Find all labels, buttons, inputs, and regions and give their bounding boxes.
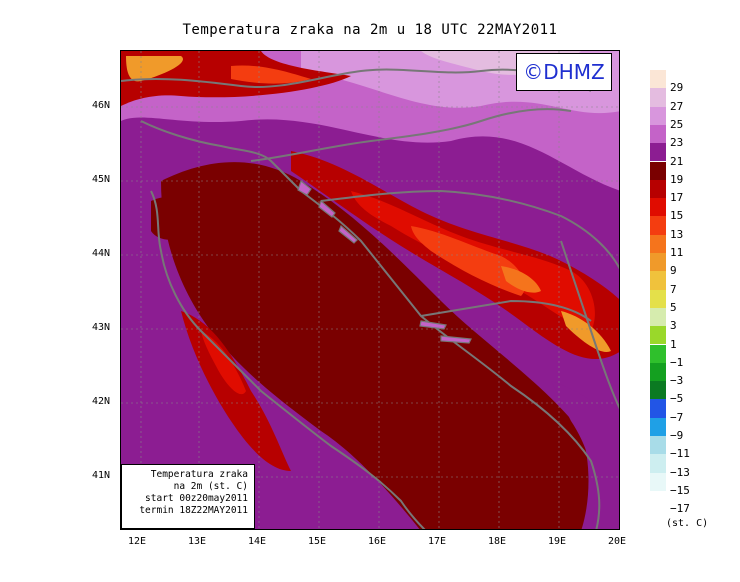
info-line-2: na 2m (st. C) xyxy=(173,481,248,492)
legend-swatch xyxy=(650,161,666,180)
legend-label: 25 xyxy=(670,117,684,131)
legend-label: 5 xyxy=(670,300,677,314)
legend-swatch xyxy=(650,88,666,107)
legend-swatch xyxy=(650,70,666,89)
legend-swatch xyxy=(650,106,666,125)
legend-swatch xyxy=(650,326,666,345)
legend-swatch xyxy=(650,417,666,436)
legend-label: −9 xyxy=(670,429,684,442)
legend-label: −3 xyxy=(670,374,684,388)
legend-swatch xyxy=(650,307,666,327)
legend-label: 21 xyxy=(670,154,684,168)
legend-swatch xyxy=(650,124,666,144)
legend-label: 15 xyxy=(670,209,684,223)
legend-swatch xyxy=(650,253,666,272)
legend-label: 13 xyxy=(670,227,684,241)
temperature-field xyxy=(121,51,619,529)
x-tick: 15E xyxy=(308,536,327,547)
legend-swatch xyxy=(650,344,666,363)
legend-label: −5 xyxy=(670,392,684,406)
legend-swatch xyxy=(650,234,666,253)
legend-label: 1 xyxy=(670,337,677,351)
legend-label: −11 xyxy=(670,447,690,461)
legend-label: 7 xyxy=(670,282,677,296)
legend-label: 19 xyxy=(670,172,684,186)
legend-swatch xyxy=(650,271,666,290)
map-title: Temperatura zraka na 2m u 18 UTC 22MAY20… xyxy=(182,22,558,38)
legend-swatch xyxy=(650,490,666,510)
legend-label: 17 xyxy=(670,191,684,205)
legend-label: 11 xyxy=(670,246,684,259)
x-tick: 19E xyxy=(548,536,567,547)
temperature-map xyxy=(120,50,620,530)
legend-swatch xyxy=(650,362,666,382)
dhmz-watermark: ©DHMZ xyxy=(516,53,612,91)
legend-swatch xyxy=(650,454,666,473)
legend-label: 9 xyxy=(670,264,677,278)
color-legend: 29 27 25 23 21 19 17 15 13 11 9 7 5 3 1 −1 −3 −5 −7 −9 −11 −1… xyxy=(650,70,740,530)
y-tick: 41N xyxy=(92,470,111,481)
x-tick: 17E xyxy=(428,536,447,547)
legend-swatch xyxy=(650,472,666,491)
legend-units: (st. C) xyxy=(666,518,709,529)
x-tick: 18E xyxy=(488,536,507,547)
x-tick: 13E xyxy=(188,536,207,547)
y-tick: 45N xyxy=(92,174,111,185)
legend-label: 27 xyxy=(670,99,684,113)
legend-label: −17 xyxy=(670,502,690,516)
y-tick: 44N xyxy=(92,248,111,259)
x-tick: 14E xyxy=(248,536,267,547)
legend-swatch xyxy=(650,179,666,199)
info-line-1: Temperatura zraka xyxy=(150,469,248,480)
info-line-3: start 00z20may2011 xyxy=(145,493,248,504)
legend-swatch xyxy=(650,436,666,455)
legend-swatch xyxy=(650,198,666,217)
legend-swatch xyxy=(650,143,666,162)
legend-label: −7 xyxy=(670,410,684,424)
legend-label: 3 xyxy=(670,319,677,333)
x-tick: 20E xyxy=(608,536,627,547)
x-tick: 16E xyxy=(368,536,387,547)
x-tick: 12E xyxy=(128,536,147,547)
legend-swatch xyxy=(650,381,666,400)
legend-swatch xyxy=(650,216,666,235)
y-tick: 42N xyxy=(92,396,111,407)
legend-label: 23 xyxy=(670,136,684,150)
y-tick: 43N xyxy=(92,322,111,333)
legend-label: 29 xyxy=(670,81,684,95)
legend-label: −15 xyxy=(670,483,690,497)
legend-swatch xyxy=(650,289,666,308)
legend-swatch xyxy=(650,399,666,418)
legend-label: −13 xyxy=(670,465,690,479)
info-line-4: termin 18Z22MAY2011 xyxy=(139,505,248,516)
legend-label: −1 xyxy=(670,355,684,369)
run-info-box: Temperatura zraka na 2m (st. C) start 00… xyxy=(121,464,255,529)
y-tick: 46N xyxy=(92,100,111,111)
